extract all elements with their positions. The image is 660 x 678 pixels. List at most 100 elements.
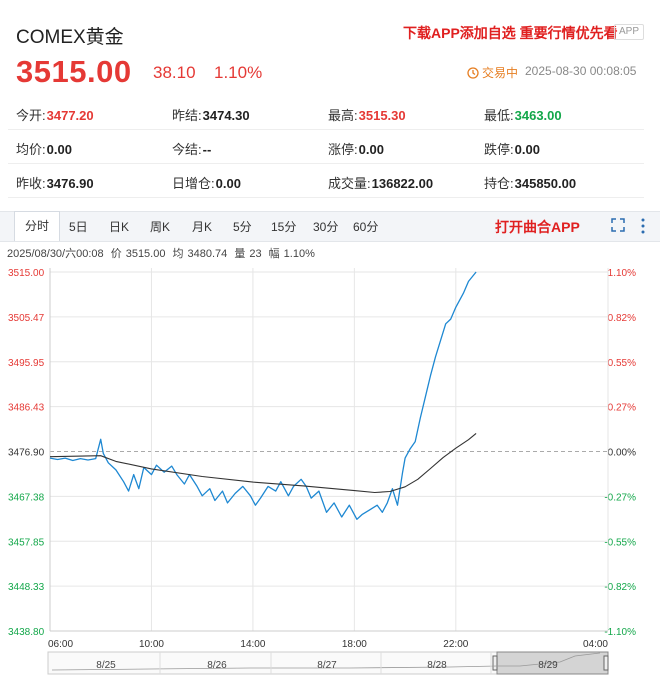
stat-label: 昨收: (16, 176, 46, 191)
tab-5day[interactable]: 5日 (69, 220, 88, 234)
stat-value: 345850.00 (514, 176, 577, 191)
stat-label: 均价: (16, 142, 46, 157)
y-tick-label: 3476.90 (8, 448, 45, 459)
x-tick-label: 04:00 (583, 639, 608, 650)
stats-row: 昨收:3476.90 日增仓:0.00 成交量:136822.00 持仓:345… (8, 164, 644, 198)
quote-timestamp: 2025-08-30 00:08:05 (525, 64, 637, 78)
y-pct-tick-label: -0.27% (604, 492, 636, 503)
y-pct-tick-label: -0.55% (604, 537, 636, 548)
trading-status-label: 交易中 (482, 66, 519, 80)
y-pct-tick-label: 0.82% (608, 313, 636, 324)
y-tick-label: 3486.43 (8, 403, 45, 414)
y-pct-tick-label: -0.82% (604, 582, 636, 593)
trading-status: 交易中 (467, 64, 518, 81)
tab-weekly-k[interactable]: 周K (150, 220, 171, 234)
stat-value: -- (202, 142, 212, 157)
y-tick-label: 3438.80 (8, 627, 45, 638)
period-tab-bar: 分时 5日 日K 周K 月K 5分 15分 30分 60分 打开曲合APP (0, 211, 660, 242)
stat-label: 最高: (328, 108, 358, 123)
price-change-percent: 1.10% (214, 63, 263, 82)
x-tick-label: 14:00 (240, 639, 265, 650)
tab-daily-k[interactable]: 日K (109, 220, 130, 234)
y-pct-tick-label: 0.55% (608, 358, 636, 369)
tab-15min[interactable]: 15分 (271, 220, 297, 234)
y-tick-label: 3457.85 (8, 537, 45, 548)
navigator-date-label: 8/26 (207, 660, 227, 671)
y-tick-label: 3515.00 (8, 268, 45, 279)
stat-label: 昨结: (172, 108, 202, 123)
x-tick-label: 18:00 (342, 639, 367, 650)
tab-5min[interactable]: 5分 (233, 220, 252, 234)
stat-limit-up: 涨停:0.00 (328, 139, 384, 158)
stat-prev-settle: 昨结:3474.30 (172, 105, 250, 124)
info-datetime: 2025/08/30/六00:08 (7, 248, 104, 260)
y-tick-label: 3505.47 (8, 313, 45, 324)
stat-value: 3477.20 (46, 108, 94, 123)
info-avg-label: 均 (172, 248, 184, 260)
average-price-line (49, 432, 477, 494)
y-tick-label: 3495.95 (8, 358, 45, 369)
stat-limit-down: 跌停:0.00 (484, 139, 540, 158)
info-vol: 23 (249, 248, 262, 260)
tab-intraday[interactable]: 分时 (14, 211, 61, 241)
tab-60min[interactable]: 60分 (353, 220, 379, 234)
navigator-handle-left[interactable] (492, 655, 498, 671)
navigator-date-label: 8/29 (538, 660, 558, 671)
stat-value: 136822.00 (371, 176, 434, 191)
info-price-label: 价 (110, 248, 122, 260)
price-change: 38.10 (153, 63, 196, 82)
stat-open: 今开:3477.20 (16, 105, 94, 124)
stat-value: 3463.00 (514, 108, 562, 123)
y-pct-tick-label: 1.10% (608, 268, 636, 279)
stat-label: 涨停: (328, 142, 358, 157)
open-app-link[interactable]: 打开曲合APP (495, 219, 580, 235)
stat-open-interest: 持仓:345850.00 (484, 173, 576, 192)
stat-oi-change: 日增仓:0.00 (172, 173, 241, 192)
more-icon[interactable] (640, 217, 646, 235)
instrument-title: COMEX黄金 (16, 27, 124, 48)
crosshair-info: 2025/08/30/六00:08 价 3515.00 均 3480.74 量 23 … (7, 245, 319, 261)
tab-30min[interactable]: 30分 (313, 220, 339, 234)
y-pct-tick-label: 0.27% (608, 403, 636, 414)
stat-label: 今开: (16, 108, 46, 123)
stat-prev-close: 昨收:3476.90 (16, 173, 94, 192)
download-app-promo-link[interactable]: 下载APP添加自选 重要行情优先看 (403, 25, 618, 41)
tab-monthly-k[interactable]: 月K (192, 220, 213, 234)
stat-value: 0.00 (514, 142, 540, 157)
y-pct-tick-label: 0.00% (608, 448, 636, 459)
stat-low: 最低:3463.00 (484, 105, 562, 124)
navigator-date-label: 8/27 (317, 660, 337, 671)
x-tick-label: 06:00 (48, 639, 73, 650)
navigator-date-label: 8/25 (96, 660, 116, 671)
stat-label: 成交量: (328, 176, 371, 191)
stats-row: 均价:0.00 今结:-- 涨停:0.00 跌停:0.00 (8, 130, 644, 164)
x-tick-label: 10:00 (139, 639, 164, 650)
y-tick-label: 3467.38 (8, 492, 45, 503)
info-avg: 3480.74 (187, 248, 228, 260)
x-tick-label: 22:00 (443, 639, 468, 650)
navigator-handle-right[interactable] (603, 655, 609, 671)
clock-icon (467, 66, 479, 79)
stat-value: 0.00 (46, 142, 72, 157)
stats-row: 今开:3477.20 昨结:3474.30 最高:3515.30 最低:3463… (8, 96, 644, 130)
fullscreen-icon[interactable] (611, 218, 625, 232)
stat-label: 跌停: (484, 142, 514, 157)
app-badge[interactable]: APP (614, 24, 645, 40)
last-price: 3515.00 (16, 54, 132, 89)
price-line (49, 271, 477, 520)
info-amp-label: 幅 (268, 248, 280, 260)
stat-label: 持仓: (484, 176, 514, 191)
stat-value: 0.00 (358, 142, 384, 157)
info-amp: 1.10% (283, 248, 315, 260)
y-pct-tick-label: -1.10% (604, 627, 636, 638)
quote-header: COMEX黄金 下载APP添加自选 重要行情优先看 APP 3515.00 38… (0, 0, 660, 96)
stat-value: 0.00 (215, 176, 241, 191)
y-tick-label: 3448.33 (8, 582, 45, 593)
navigator-overview-line (51, 652, 601, 671)
info-vol-label: 量 (234, 248, 246, 260)
stat-value: 3476.90 (46, 176, 94, 191)
navigator-date-label: 8/28 (427, 660, 447, 671)
stat-label: 日增仓: (172, 176, 215, 191)
stat-volume: 成交量:136822.00 (328, 173, 433, 192)
